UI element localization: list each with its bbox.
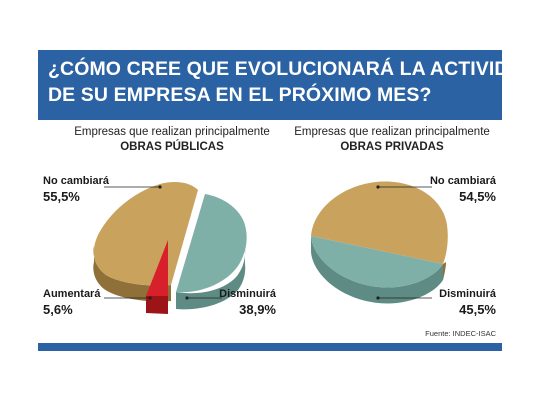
label-disminuira-2: Disminuirá xyxy=(439,288,496,300)
label-no-cambiara-2: No cambiará xyxy=(429,175,496,187)
chart-2-title: Empresas que realizan principalmente xyxy=(294,126,490,138)
value-disminuira-2: 45,5% xyxy=(459,302,496,317)
slice-no-cambiara xyxy=(93,182,198,286)
bottom-bar xyxy=(38,343,502,351)
chart-1-title: Empresas que realizan principalmente xyxy=(74,126,270,138)
pie-chart-obras-publicas xyxy=(93,182,247,314)
slice-disminuira-side xyxy=(311,236,443,304)
value-aumentara-1: 5,6% xyxy=(43,302,73,317)
source-note: Fuente: INDEC-ISAC xyxy=(425,329,496,338)
chart-1-heading: Empresas que realizan principalmente OBR… xyxy=(52,126,292,153)
value-disminuira-1: 38,9% xyxy=(239,302,276,317)
value-no-cambiara-1: 55,5% xyxy=(43,189,80,204)
slice-no-cambiara-side xyxy=(443,262,446,280)
chart-2-subtitle: OBRAS PRIVADAS xyxy=(340,141,444,153)
chart-1-subtitle: OBRAS PÚBLICAS xyxy=(120,141,224,153)
label-no-cambiara-1: No cambiará xyxy=(43,175,110,187)
slice-disminuira xyxy=(311,236,443,288)
slice-disminuira xyxy=(176,194,247,293)
value-no-cambiara-2: 54,5% xyxy=(459,189,496,204)
title-line-2: DE SU EMPRESA EN EL PRÓXIMO MES? xyxy=(48,84,432,106)
slice-aumentara-side xyxy=(146,296,168,314)
label-aumentara-1: Aumentará xyxy=(43,288,101,300)
slice-aumentara xyxy=(146,240,168,296)
chart-2-heading: Empresas que realizan principalmente OBR… xyxy=(272,126,512,153)
title-line-1: ¿CÓMO CREE QUE EVOLUCIONARÁ LA ACTIVIDAD xyxy=(48,58,537,80)
label-disminuira-1: Disminuirá xyxy=(219,288,276,300)
title-banner: ¿CÓMO CREE QUE EVOLUCIONARÁ LA ACTIVIDAD… xyxy=(38,50,537,120)
slice-no-cambiara xyxy=(311,181,448,264)
pie-chart-obras-privadas xyxy=(311,181,448,304)
slice-disminuira-side xyxy=(176,248,246,310)
